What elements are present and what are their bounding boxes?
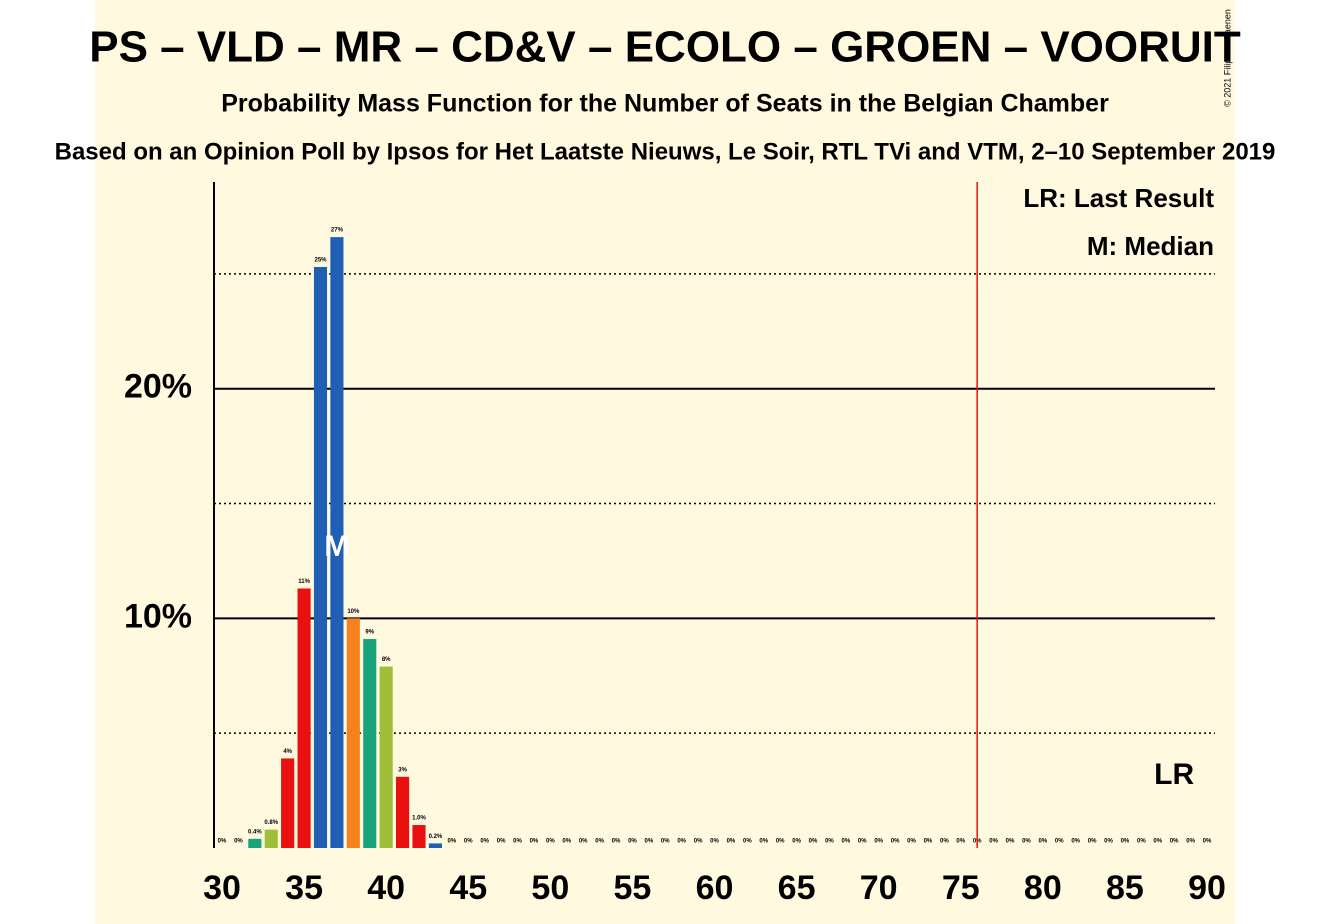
value-label: 8%: [382, 657, 391, 663]
value-label: 0%: [924, 839, 933, 845]
value-label: 0.4%: [248, 829, 262, 835]
value-label: 0.2%: [429, 834, 443, 840]
value-label: 0%: [759, 839, 768, 845]
value-label: 0%: [940, 839, 949, 845]
value-label: 0%: [956, 839, 965, 845]
value-label: 0%: [727, 839, 736, 845]
x-tick-label: 60: [696, 869, 734, 907]
value-label: 0%: [1153, 839, 1162, 845]
x-tick-label: 50: [531, 869, 569, 907]
subtitle: Probability Mass Function for the Number…: [221, 90, 1109, 118]
y-tick-label: 20%: [124, 368, 192, 406]
x-tick-label: 30: [203, 869, 241, 907]
x-tick-label: 75: [942, 869, 980, 907]
value-label: 0%: [612, 839, 621, 845]
value-label: 0%: [1104, 839, 1113, 845]
value-label: 27%: [331, 228, 344, 234]
value-label: 0%: [907, 839, 916, 845]
value-label: 0%: [628, 839, 637, 845]
chart-title: PS – VLD – MR – CD&V – ECOLO – GROEN – V…: [89, 23, 1241, 72]
value-label: 0%: [447, 839, 456, 845]
median-marker: M: [324, 530, 349, 563]
bar: [412, 825, 426, 848]
value-label: 10%: [347, 609, 360, 615]
value-label: 0%: [1137, 839, 1146, 845]
copyright: © 2021 Filip van Laenen: [1222, 9, 1232, 107]
value-label: 0%: [546, 839, 555, 845]
bar: [428, 843, 442, 848]
value-label: 0%: [480, 839, 489, 845]
value-label: 0%: [1170, 839, 1179, 845]
value-label: 0%: [661, 839, 670, 845]
value-label: 0%: [677, 839, 686, 845]
bar: [313, 266, 328, 848]
value-label: 0%: [579, 839, 588, 845]
value-label: 0%: [989, 839, 998, 845]
value-label: 0%: [874, 839, 883, 845]
value-label: 0%: [841, 839, 850, 845]
value-label: 0%: [743, 839, 752, 845]
value-label: 0%: [825, 839, 834, 845]
value-label: 0%: [776, 839, 785, 845]
value-label: 0%: [710, 839, 719, 845]
bar: [396, 776, 410, 848]
x-tick-label: 90: [1188, 869, 1226, 907]
value-label: 0%: [218, 839, 227, 845]
bar: [346, 618, 360, 848]
value-label: 0%: [891, 839, 900, 845]
value-label: 0%: [1006, 839, 1015, 845]
value-label: 1.0%: [412, 816, 426, 822]
value-label: 0.8%: [264, 820, 278, 826]
bar: [281, 758, 295, 848]
x-tick-label: 40: [367, 869, 405, 907]
y-tick-label: 10%: [124, 597, 192, 635]
bar: [297, 588, 311, 848]
value-label: 0%: [858, 839, 867, 845]
bar: [330, 237, 344, 848]
x-tick-label: 70: [860, 869, 898, 907]
value-label: 0%: [644, 839, 653, 845]
value-label: 0%: [530, 839, 539, 845]
x-tick-label: 65: [778, 869, 816, 907]
x-tick-label: 80: [1024, 869, 1062, 907]
value-label: 0%: [1038, 839, 1047, 845]
value-label: 0%: [1186, 839, 1195, 845]
value-label: 0%: [1055, 839, 1064, 845]
source: Based on an Opinion Poll by Ipsos for He…: [55, 138, 1276, 165]
value-label: 0%: [234, 839, 243, 845]
x-tick-label: 55: [614, 869, 652, 907]
bar: [379, 666, 393, 848]
value-label: 0%: [694, 839, 703, 845]
bar: [264, 829, 278, 848]
x-tick-label: 35: [285, 869, 323, 907]
x-tick-label: 45: [449, 869, 487, 907]
value-label: 9%: [365, 630, 374, 636]
x-tick-label: 85: [1106, 869, 1144, 907]
value-label: 0%: [464, 839, 473, 845]
value-label: 0%: [1203, 839, 1212, 845]
value-label: 11%: [298, 579, 310, 585]
value-label: 0%: [1121, 839, 1130, 845]
value-label: 0%: [809, 839, 818, 845]
last-result-marker: LR: [1154, 758, 1194, 791]
value-label: 0%: [1022, 839, 1031, 845]
value-label: 0%: [595, 839, 604, 845]
value-label: 4%: [283, 749, 292, 755]
value-label: 0%: [513, 839, 522, 845]
value-label: 0%: [792, 839, 801, 845]
value-label: 0%: [1088, 839, 1097, 845]
value-label: 3%: [398, 767, 407, 773]
value-label: 25%: [314, 258, 327, 264]
legend-entry: M: Median: [1087, 231, 1214, 261]
bar: [248, 838, 262, 848]
bar: [363, 639, 377, 848]
value-label: 0%: [562, 839, 571, 845]
value-label: 0%: [497, 839, 506, 845]
value-label: 0%: [1071, 839, 1080, 845]
legend-entry: LR: Last Result: [1023, 183, 1214, 213]
